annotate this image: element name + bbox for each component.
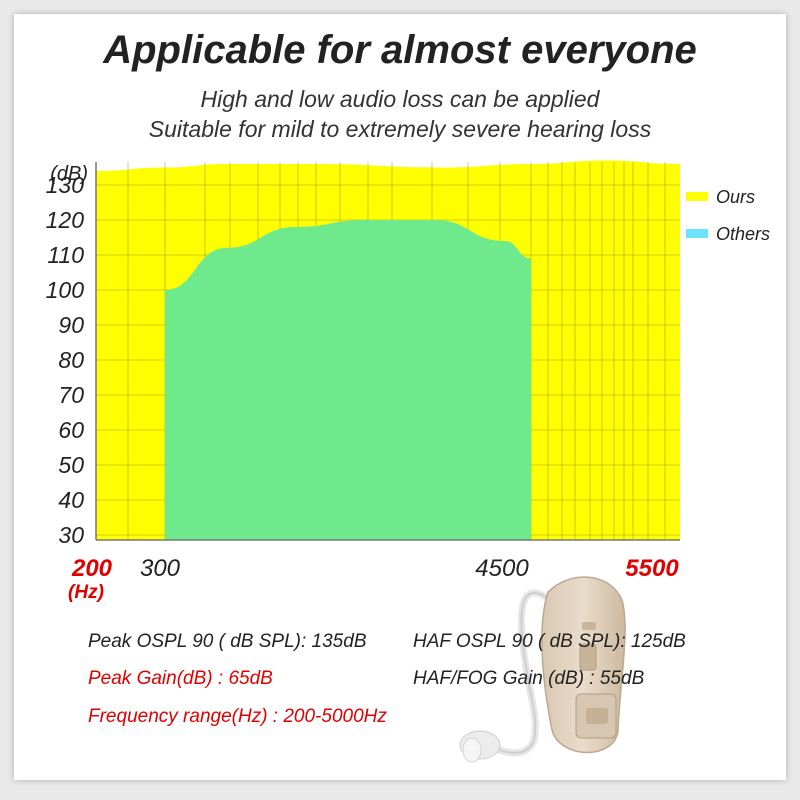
subtitle-line-1: High and low audio loss can be applied (200, 86, 600, 112)
spec-peak-gain: Peak Gain(dB) : 65dB (88, 668, 273, 689)
legend-swatch-ours (686, 192, 708, 201)
page-title: Applicable for almost everyone (103, 28, 697, 72)
y-tick-label-90: 90 (58, 312, 84, 338)
legend-label-others: Others (716, 224, 770, 244)
legend-swatch-others (686, 229, 708, 238)
y-axis-unit-label: (dB) (50, 163, 88, 185)
subtitle-line-2: Suitable for mild to extremely severe he… (148, 116, 652, 142)
y-tick-label-50: 50 (58, 452, 84, 478)
spec-haf-ospl: HAF OSPL 90 ( dB SPL): 125dB (413, 631, 686, 652)
x-tick-label-4500: 4500 (475, 555, 529, 582)
spec-haf-fog-gain: HAF/FOG Gain (dB) : 55dB (413, 668, 645, 689)
y-tick-label-80: 80 (58, 347, 84, 373)
x-tick-label-300: 300 (140, 555, 181, 582)
y-tick-label-100: 100 (46, 277, 85, 303)
y-tick-label-60: 60 (58, 417, 84, 443)
x-tick-label-200: 200 (71, 555, 113, 582)
spec-frequency-range: Frequency range(Hz) : 200-5000Hz (88, 706, 387, 727)
y-tick-label-120: 120 (46, 207, 85, 233)
y-tick-label-70: 70 (58, 382, 84, 408)
frequency-response-chart: (dB)130 120 110 100 90 80 70 60 50 40 30 200 300 4500… (46, 160, 770, 603)
spec-peak-ospl: Peak OSPL 90 ( dB SPL): 135dB (88, 631, 367, 652)
hearing-aid-image (459, 576, 626, 763)
legend-label-ours: Ours (716, 187, 755, 207)
y-tick-label-130: 130 (46, 172, 85, 198)
series-area-others (165, 220, 531, 540)
x-axis-unit-label: (Hz) (68, 582, 104, 603)
y-tick-label-110: 110 (47, 242, 84, 268)
x-tick-label-5500: 5500 (625, 555, 679, 582)
y-tick-label-40: 40 (58, 487, 84, 513)
y-tick-label-30: 30 (58, 522, 84, 548)
